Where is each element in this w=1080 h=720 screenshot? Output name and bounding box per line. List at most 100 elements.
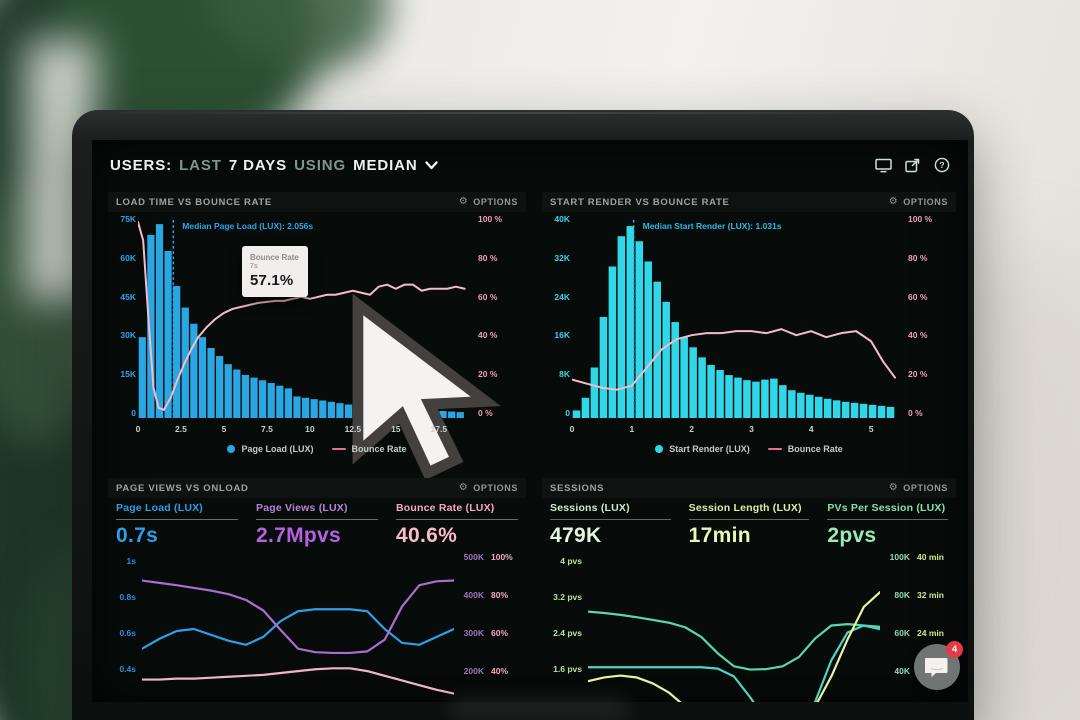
tooltip-title: Bounce Rate [249, 253, 299, 263]
tooltip-sub: 7s [249, 263, 258, 271]
chevron-down-icon [424, 160, 438, 169]
laptop-bezel: USERS: LAST 7 DAYS USING MEDIAN ? LOAD T… [72, 110, 974, 720]
x-tick-label: 3 [749, 424, 754, 434]
y-axis-left: 40K 32K 24K 16K 8K 0 [544, 214, 570, 418]
load-time-plot[interactable]: Median Page Load (LUX): 2.056s Bounce Ra… [138, 216, 501, 480]
chat-button[interactable]: 4 [914, 641, 963, 690]
chat-bubble-icon [925, 658, 948, 677]
options-button[interactable]: ⚙ OPTIONS [458, 196, 518, 208]
x-tick-label: 4 [808, 424, 814, 434]
options-button[interactable]: ⚙ OPTIONS [888, 196, 948, 208]
stat-value: 0.7s [116, 524, 159, 547]
y-axis-right: 100 % 80 % 60 % 40 % 20 % 0 % [474, 214, 524, 418]
axis-label: 15K [120, 369, 136, 380]
topbar-last-label: LAST [179, 156, 222, 174]
x-tick-label: 0 [569, 424, 575, 434]
axis-label: 60K [894, 628, 910, 638]
legend-swatch [227, 445, 236, 453]
axis-label-pair: 40K [882, 666, 954, 676]
legend-label: Bounce Rate [351, 444, 407, 454]
legend-item[interactable]: Bounce Rate [767, 444, 843, 454]
axis-label: 60 % [478, 291, 498, 302]
topbar-icons: ? [875, 157, 950, 173]
x-tick-label: 1 [629, 424, 635, 434]
axis-label: 0 % [908, 407, 923, 418]
axis-label: 40 min [917, 552, 944, 562]
axis-label: 0 % [478, 407, 493, 418]
panel-title: START RENDER VS BOUNCE RATE [550, 196, 730, 208]
x-tick-label: 17.5 [430, 424, 448, 434]
sessions-plot[interactable] [588, 556, 880, 702]
start-render-plot[interactable]: Median Start Render (LUX): 1.031s [572, 216, 898, 418]
axis-label: 4 pvs [560, 556, 582, 566]
legend-item[interactable]: Page Load (LUX) [227, 444, 314, 454]
gear-icon: ⚙ [458, 482, 469, 493]
x-tick-label: 7.5 [260, 424, 273, 434]
chart-area: 40K 32K 24K 16K 8K 0 Median Start Render (LUX… [542, 212, 956, 470]
dashboard-screen: USERS: LAST 7 DAYS USING MEDIAN ? LOAD T… [92, 140, 968, 702]
axis-label: 2.4 pvs [553, 628, 582, 638]
page-views-plot[interactable] [142, 556, 454, 702]
axis-label: 400K [463, 590, 484, 600]
stat-label: Bounce Rate (LUX) [396, 502, 495, 514]
legend-item[interactable]: Start Render (LUX) [655, 444, 750, 454]
axis-label: 30K [120, 330, 136, 341]
y-axis-right: 100K 40 min 80K 32 min 60K 24 min 40K [882, 552, 954, 676]
chart-area: 1s 0.8s 0.6s 0.4s 500K 100% 400K 80% 300K 60% 200… [108, 552, 526, 702]
axis-label: 60K [120, 252, 136, 263]
options-button[interactable]: ⚙ OPTIONS [889, 483, 948, 494]
tooltip-value: 57.1% [249, 272, 294, 290]
panel-load-time-vs-bounce-rate: LOAD TIME VS BOUNCE RATE ⚙ OPTIONS 75K 60… [108, 192, 526, 480]
topbar-median-label: MEDIAN [353, 156, 418, 174]
legend-item[interactable]: Bounce Rate [331, 444, 407, 454]
axis-label: 60 % [908, 291, 928, 302]
chat-unread-badge: 4 [946, 641, 963, 658]
axis-label: 100 % [908, 214, 933, 224]
axis-label: 40% [491, 666, 509, 676]
x-tick-label: 12.5 [344, 424, 362, 434]
gear-icon: ⚙ [888, 196, 899, 207]
help-icon[interactable]: ? [934, 157, 950, 173]
date-range-dropdown[interactable]: USERS: LAST 7 DAYS USING MEDIAN [110, 157, 438, 174]
options-label: OPTIONS [473, 197, 518, 207]
panel-start-render-vs-bounce-rate: START RENDER VS BOUNCE RATE ⚙ OPTIONS 40… [542, 192, 956, 470]
stat-label: Page Views (LUX) [256, 502, 348, 514]
axis-label: 40K [554, 214, 570, 224]
axis-label: 40 % [908, 330, 928, 341]
stat-label: PVs Per Session (LUX) [827, 502, 946, 514]
stat-value: 479K [550, 524, 602, 547]
median-annotation: Median Start Render (LUX): 1.031s [642, 221, 782, 231]
x-axis-ticks: 0 2.5 5 7.5 10 12.5 15 17.5 [136, 424, 468, 436]
legend-swatch [655, 445, 664, 453]
y-axis-right: 500K 100% 400K 80% 300K 60% 200K 40% [456, 552, 524, 676]
display-icon[interactable] [875, 158, 892, 173]
axis-label: 32 min [917, 590, 944, 600]
options-label: OPTIONS [473, 483, 518, 493]
gear-icon: ⚙ [458, 196, 469, 207]
stat-sessions: Sessions (LUX) 479K [550, 502, 671, 548]
laptop-hinge [452, 698, 627, 720]
x-tick-label: 15 [391, 424, 401, 434]
axis-label: 20 % [908, 369, 928, 380]
legend-label: Bounce Rate [787, 444, 843, 454]
axis-label: 1.6 pvs [553, 664, 582, 674]
panel-sessions: SESSIONS ⚙ OPTIONS Sessions (LUX) 479K S… [542, 478, 956, 702]
axis-label: 16K [554, 330, 570, 341]
x-axis-ticks: 0 1 2 3 4 5 [569, 424, 898, 436]
axis-label: 24K [554, 291, 570, 302]
tooltip: Bounce Rate 7s 57.1% [241, 246, 308, 298]
options-button[interactable]: ⚙ OPTIONS [458, 482, 518, 494]
start-render-chart-svg [572, 216, 898, 418]
topbar-days-label: 7 DAYS [228, 156, 288, 174]
panel-header: SESSIONS ⚙ OPTIONS [542, 478, 956, 498]
stat-pvs-per-session: PVs Per Session (LUX) 2pvs [827, 502, 949, 548]
axis-label-pair: 500K 100% [456, 552, 524, 562]
panel-title: PAGE VIEWS VS ONLOAD [116, 482, 249, 494]
stat-divider [256, 519, 378, 520]
stat-label: Page Load (LUX) [116, 502, 204, 514]
share-icon[interactable] [905, 158, 921, 173]
axis-label: 0.4s [119, 664, 136, 674]
panel-header: LOAD TIME VS BOUNCE RATE ⚙ OPTIONS [108, 192, 526, 212]
stat-divider [116, 519, 238, 520]
x-tick-label: 5 [868, 424, 874, 434]
